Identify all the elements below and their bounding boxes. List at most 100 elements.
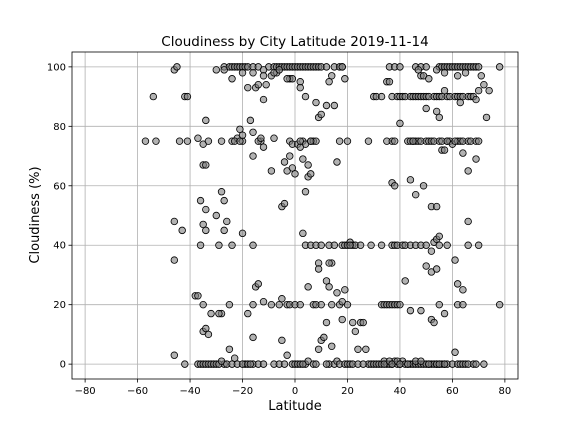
data-point	[183, 92, 192, 101]
data-point	[459, 286, 467, 294]
data-point	[173, 63, 181, 71]
data-point	[474, 137, 483, 145]
data-point	[414, 66, 423, 74]
data-point	[223, 217, 231, 226]
data-point	[377, 92, 386, 101]
data-point	[435, 113, 443, 122]
data-point	[259, 95, 268, 104]
data-point	[396, 63, 404, 71]
x-tick-label: 40	[394, 386, 407, 397]
data-point	[422, 241, 430, 249]
data-point	[225, 300, 234, 309]
data-point	[249, 69, 257, 77]
data-point	[432, 66, 441, 74]
data-point	[238, 131, 247, 139]
data-point	[207, 309, 215, 318]
data-point	[417, 357, 425, 365]
data-point	[259, 143, 268, 151]
data-point	[459, 149, 467, 157]
data-point	[202, 226, 210, 235]
data-point	[152, 137, 160, 145]
y-tick-label: 100	[47, 62, 66, 73]
data-point	[346, 241, 354, 249]
data-point	[435, 300, 443, 309]
data-point	[495, 63, 504, 71]
data-point	[480, 360, 488, 368]
data-point	[317, 241, 325, 249]
data-point	[443, 241, 451, 249]
data-point	[204, 330, 213, 339]
data-point	[236, 137, 244, 145]
data-point	[178, 226, 186, 235]
data-point	[149, 92, 158, 101]
data-point	[464, 217, 472, 226]
data-point	[280, 158, 289, 166]
data-point	[246, 116, 255, 125]
data-point	[254, 80, 262, 89]
data-point	[275, 66, 283, 74]
data-point	[314, 265, 323, 273]
data-point	[422, 63, 430, 71]
data-point	[453, 280, 462, 288]
data-point	[330, 101, 339, 110]
data-point	[217, 137, 226, 145]
data-point	[299, 155, 307, 163]
data-point	[425, 360, 433, 368]
data-point	[317, 300, 325, 309]
data-point	[296, 300, 304, 309]
data-point	[259, 360, 268, 368]
data-point	[236, 125, 244, 133]
data-point	[322, 101, 331, 110]
data-point	[451, 256, 459, 264]
data-point	[330, 241, 339, 249]
data-point	[422, 262, 430, 270]
data-point	[453, 72, 462, 80]
data-point	[291, 170, 299, 178]
data-point	[325, 283, 333, 291]
data-point	[440, 146, 449, 154]
data-point	[480, 80, 488, 89]
data-point	[338, 315, 346, 324]
data-point	[225, 345, 234, 353]
data-point	[328, 300, 336, 309]
data-point	[401, 277, 409, 285]
data-point	[141, 137, 150, 145]
data-point	[385, 78, 394, 86]
data-point	[367, 241, 375, 249]
data-point	[301, 92, 310, 101]
data-point	[349, 318, 357, 327]
data-point	[396, 119, 404, 128]
data-point	[175, 137, 184, 145]
data-point	[301, 188, 310, 196]
data-point	[304, 161, 312, 169]
data-point	[314, 345, 323, 353]
data-point	[328, 342, 336, 350]
data-point	[280, 199, 289, 208]
data-point	[383, 137, 391, 145]
data-point	[464, 167, 472, 175]
data-point	[202, 116, 210, 125]
data-point	[228, 75, 236, 83]
data-point	[170, 351, 179, 359]
data-points	[141, 63, 504, 368]
x-axis-label: Latitude	[268, 399, 322, 414]
data-point	[249, 241, 257, 249]
data-point	[364, 137, 373, 145]
grid	[72, 52, 518, 379]
data-point	[343, 137, 352, 145]
x-tick-label: −20	[232, 386, 253, 397]
data-point	[228, 241, 236, 249]
y-tick-label: 80	[53, 122, 66, 133]
data-point	[244, 83, 252, 92]
data-point	[317, 110, 325, 119]
data-point	[456, 98, 464, 107]
data-point	[196, 241, 205, 249]
data-point	[474, 86, 483, 95]
data-point	[359, 318, 367, 327]
data-point	[238, 229, 247, 238]
data-point	[419, 182, 428, 190]
data-point	[283, 75, 291, 83]
data-point	[307, 137, 315, 145]
data-point	[249, 152, 257, 160]
data-point	[325, 259, 333, 267]
